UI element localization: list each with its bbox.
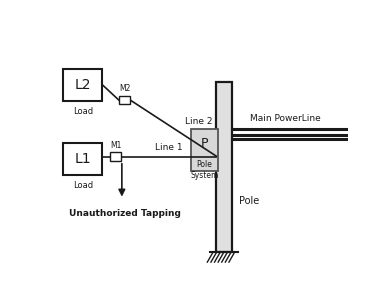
Text: Load: Load (73, 181, 93, 190)
FancyBboxPatch shape (63, 69, 102, 101)
Text: System: System (190, 171, 219, 180)
FancyBboxPatch shape (216, 82, 232, 252)
FancyBboxPatch shape (110, 152, 121, 161)
FancyBboxPatch shape (191, 129, 218, 171)
Text: Line 2: Line 2 (185, 117, 213, 126)
FancyBboxPatch shape (119, 96, 130, 104)
FancyBboxPatch shape (63, 143, 102, 175)
Text: Line 1: Line 1 (155, 144, 183, 153)
Text: P: P (200, 137, 208, 150)
Text: Load: Load (73, 107, 93, 116)
Text: L2: L2 (75, 78, 91, 92)
Text: Pole: Pole (240, 196, 260, 206)
Text: L1: L1 (75, 152, 91, 166)
Text: Pole: Pole (196, 160, 212, 169)
Text: Unauthorized Tapping: Unauthorized Tapping (69, 209, 181, 218)
Text: Main PowerLine: Main PowerLine (250, 114, 321, 123)
Text: M2: M2 (119, 84, 130, 93)
Text: M1: M1 (110, 141, 121, 150)
